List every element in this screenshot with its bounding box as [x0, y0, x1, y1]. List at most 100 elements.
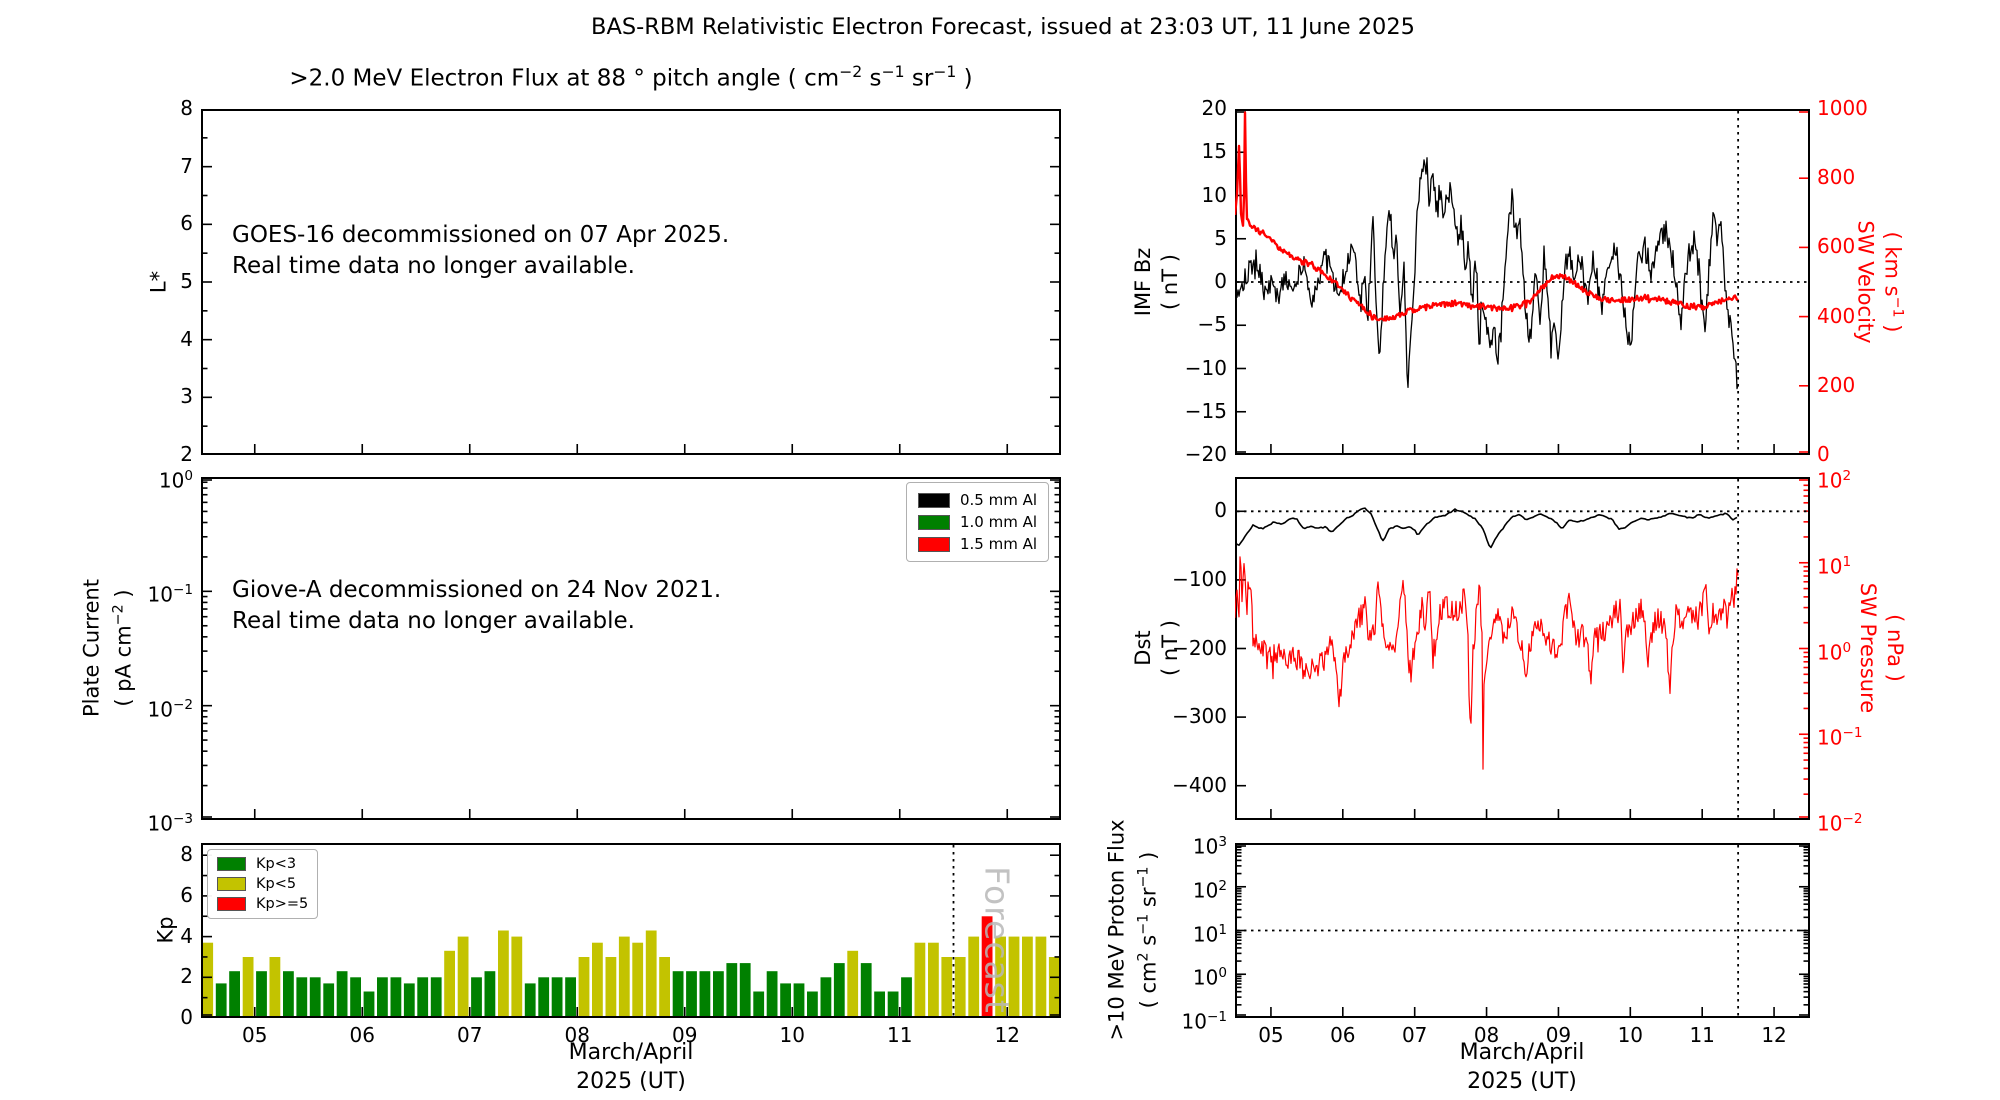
kp-bar — [874, 991, 885, 1016]
y-tick-label: 10−3 — [147, 811, 194, 836]
y-tick-label: 2 — [180, 964, 193, 989]
legend-swatch — [917, 536, 950, 552]
dst-plot — [1235, 477, 1810, 820]
legend-label: 1.0 mm Al — [959, 513, 1037, 531]
kp-plot — [201, 843, 1061, 1018]
giovea-annotation: Giove-A decommissioned on 24 Nov 2021. R… — [232, 575, 721, 637]
x-tick-label: 06 — [349, 1023, 375, 1047]
legend-entry: Kp>=5 — [217, 894, 308, 914]
x-tick-label: 09 — [1545, 1023, 1572, 1047]
left-xaxis-title-line2: 2025 (UT) — [576, 1069, 686, 1094]
kp-bar — [336, 971, 348, 1016]
y-tick-label: 200 — [1817, 372, 1856, 397]
kp-bar — [968, 936, 980, 1016]
legend-entry: Kp<3 — [217, 854, 308, 874]
sw-pressure-axis-label: ( nPa ) SW Pressure — [1854, 583, 1908, 713]
y-tick-label: 15 — [1201, 139, 1227, 164]
kp-bar — [202, 942, 214, 1016]
y-tick-label: 0 — [180, 1005, 193, 1029]
kp-bar — [739, 963, 751, 1016]
y-tick-label: −100 — [1172, 566, 1227, 591]
kp-bar — [511, 936, 523, 1016]
y-tick-label: 6 — [180, 882, 193, 907]
legend-swatch — [217, 877, 246, 891]
y-tick-label: 600 — [1817, 234, 1856, 259]
y-tick-label: 10−1 — [1817, 725, 1863, 750]
x-tick-label: 11 — [887, 1023, 913, 1047]
kp-bar — [954, 957, 966, 1016]
y-tick-label: 102 — [1817, 468, 1852, 493]
kp-panel: Kp<3 Kp<5 Kp>=5 Forecast — [201, 843, 1061, 1018]
y-tick-label: 4 — [180, 923, 193, 948]
y-tick-label: 8 — [180, 96, 193, 120]
x-tick-label: 06 — [1330, 1023, 1356, 1047]
kp-bar — [699, 971, 711, 1016]
kp-bar — [807, 991, 818, 1016]
kp-bar — [565, 977, 576, 1016]
kp-bar — [820, 977, 832, 1016]
y-tick-label: −300 — [1172, 704, 1227, 729]
y-tick-label: 100 — [1192, 965, 1227, 990]
x-tick-label: 07 — [1401, 1023, 1428, 1047]
electron-flux-panel — [201, 109, 1061, 455]
kp-legend: Kp<3 Kp<5 Kp>=5 — [207, 849, 319, 919]
y-tick-label: 0 — [1214, 269, 1227, 293]
y-tick-label: 10 — [1201, 182, 1227, 207]
kp-bar — [457, 936, 469, 1016]
kp-bar — [605, 957, 617, 1016]
proton-flux-axis-label-line1: >10 MeV Proton Flux — [1104, 819, 1129, 1041]
kp-bar — [538, 977, 550, 1016]
kp-bar — [444, 950, 455, 1016]
kp-bar — [1008, 936, 1020, 1016]
sw-velocity-axis-label: ( km s−1 ) SW Velocity — [1852, 220, 1911, 343]
kp-bar — [672, 971, 684, 1016]
kp-bar — [981, 916, 993, 1016]
sw-pressure-axis-label-units: ( nPa ) — [1883, 614, 1907, 682]
kp-bar — [323, 983, 335, 1016]
kp-bar — [833, 963, 845, 1016]
legend-swatch — [217, 897, 246, 911]
plate-current-panel: 0.5 mm Al 1.0 mm Al 1.5 mm Al — [201, 477, 1061, 820]
legend-label: Kp>=5 — [256, 896, 309, 912]
x-tick-label: 05 — [242, 1023, 268, 1047]
x-tick-label: 09 — [672, 1023, 698, 1047]
giovea-annotation-line1: Giove-A decommissioned on 24 Nov 2021. — [232, 577, 722, 603]
kp-bar — [350, 977, 361, 1016]
y-tick-label: 0 — [1817, 442, 1830, 466]
electron-flux-title: >2.0 MeV Electron Flux at 88 ° pitch ang… — [289, 62, 973, 92]
sw-velocity-axis-label-units: ( km s−1 ) — [1880, 231, 1906, 333]
kp-bar — [726, 963, 738, 1016]
kp-bar — [686, 971, 697, 1016]
kp-bar — [632, 942, 644, 1016]
plate-current-plot — [201, 477, 1061, 820]
kp-bar — [645, 930, 657, 1016]
y-tick-label: −10 — [1184, 355, 1227, 380]
plate-current-axis-label-line1: Plate Current — [79, 578, 104, 718]
kp-bar — [901, 977, 912, 1016]
sw-pressure-axis-label-name: SW Pressure — [1856, 582, 1880, 714]
y-tick-label: 100 — [158, 468, 193, 493]
imf-bz-plot — [1235, 109, 1810, 455]
kp-bar — [780, 983, 791, 1016]
kp-bar — [484, 971, 496, 1016]
y-tick-label: 4 — [180, 326, 193, 351]
kp-bar — [618, 936, 630, 1016]
x-tick-label: 08 — [564, 1023, 590, 1047]
plate-current-legend: 0.5 mm Al 1.0 mm Al 1.5 mm Al — [905, 482, 1049, 562]
right-xaxis-title-line2: 2025 (UT) — [1467, 1069, 1577, 1094]
kp-bar — [242, 957, 254, 1016]
y-tick-label: 10−2 — [147, 696, 194, 722]
kp-bar — [860, 963, 872, 1016]
kp-bar — [578, 957, 590, 1016]
x-tick-label: 12 — [1761, 1023, 1787, 1047]
x-tick-label: 10 — [1617, 1023, 1644, 1047]
legend-swatch — [917, 514, 950, 530]
kp-bar — [269, 957, 281, 1016]
kp-bar — [551, 977, 563, 1016]
x-tick-label: 10 — [779, 1023, 805, 1047]
kp-bar — [753, 991, 765, 1016]
legend-label: 1.5 mm Al — [959, 535, 1037, 553]
kp-bar — [713, 971, 724, 1016]
proton-flux-plot — [1235, 843, 1810, 1018]
